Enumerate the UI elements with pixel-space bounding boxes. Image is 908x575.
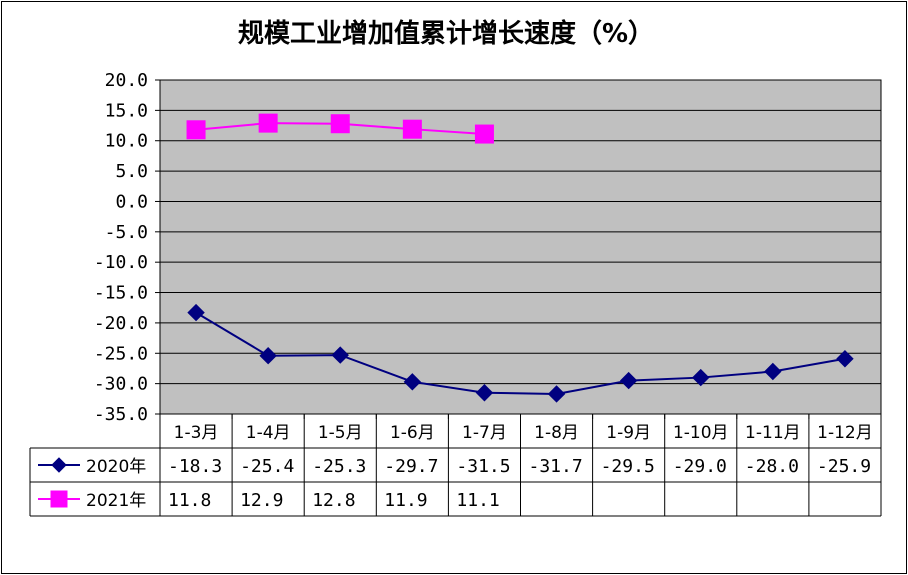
- category-label: 1-10月: [673, 423, 729, 443]
- y-tick-label: -20.0: [94, 313, 148, 334]
- legend-marker: [51, 457, 67, 473]
- data-label: -25.9: [817, 456, 871, 477]
- category-label: 1-11月: [745, 423, 801, 443]
- category-label: 1-12月: [817, 423, 873, 443]
- y-tick-label: -35.0: [94, 404, 148, 425]
- data-point: [474, 124, 494, 144]
- data-point: [403, 373, 422, 391]
- y-tick-label: 0.0: [115, 191, 148, 212]
- data-label: -18.3: [168, 456, 222, 477]
- data-point: [547, 385, 566, 403]
- data-point: [186, 120, 206, 140]
- y-tick-label: -30.0: [94, 374, 148, 395]
- legend-label: 2021年: [86, 491, 146, 511]
- category-label: 1-6月: [390, 423, 435, 443]
- plot-background: [159, 79, 882, 415]
- data-point: [836, 350, 854, 368]
- data-point: [764, 362, 782, 381]
- data-point: [331, 346, 349, 364]
- data-label: -31.5: [456, 456, 510, 477]
- data-label: 11.8: [168, 490, 211, 511]
- data-label: 12.9: [240, 490, 283, 511]
- data-label: -31.7: [529, 456, 583, 477]
- legend-marker: [50, 490, 68, 508]
- data-point: [258, 113, 278, 133]
- category-label: 1-9月: [606, 423, 651, 443]
- data-point: [475, 384, 494, 402]
- data-point: [619, 371, 638, 390]
- data-label: -29.7: [384, 456, 438, 477]
- y-tick-label: 10.0: [105, 131, 148, 152]
- chart-title: 规模工业增加值累计增长速度（%）: [238, 18, 654, 49]
- data-label: -29.5: [601, 456, 655, 477]
- category-label: 1-5月: [318, 423, 363, 443]
- category-label: 1-8月: [534, 423, 579, 443]
- y-tick-label: -15.0: [94, 283, 148, 304]
- legend-label: 2020年: [86, 457, 146, 477]
- y-tick-label: -25.0: [94, 343, 148, 364]
- data-label: -29.0: [673, 456, 727, 477]
- data-label: 11.9: [384, 490, 427, 511]
- y-tick-label: -10.0: [94, 252, 148, 273]
- y-tick-label: 15.0: [105, 100, 148, 121]
- y-tick-label: 20.0: [105, 70, 148, 91]
- data-point: [187, 303, 205, 322]
- data-point: [692, 368, 710, 387]
- data-point: [402, 119, 422, 139]
- data-label: -28.0: [745, 456, 799, 477]
- data-label: 11.1: [456, 490, 499, 511]
- data-label: -25.3: [312, 456, 366, 477]
- data-point: [259, 346, 277, 365]
- data-label: 12.8: [312, 490, 355, 511]
- plot-area: 20.0 15.0 10.0 5.0 0.0 -5.0 -10.0 -15.0 -20.0 -25…: [29, 70, 882, 517]
- category-label: 1-4月: [246, 423, 291, 443]
- y-tick-label: 5.0: [115, 161, 148, 182]
- data-label: -25.4: [240, 456, 294, 477]
- data-point: [330, 114, 350, 134]
- category-label: 1-3月: [174, 423, 219, 443]
- y-tick-label: -5.0: [105, 222, 148, 243]
- series-line: [195, 311, 846, 395]
- category-label: 1-7月: [462, 423, 507, 443]
